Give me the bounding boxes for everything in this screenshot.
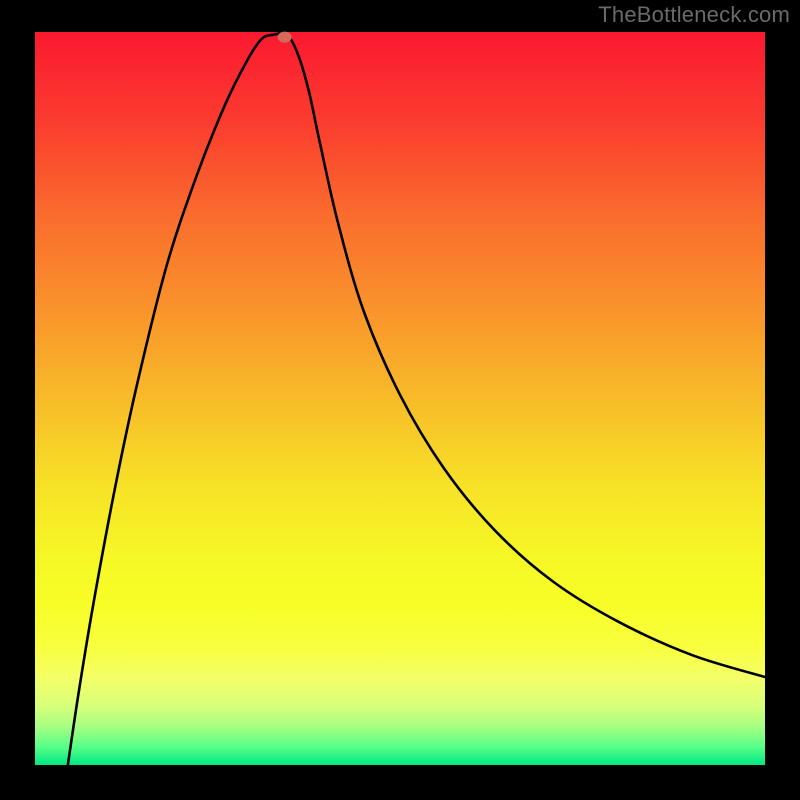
bottleneck-curve <box>68 33 765 765</box>
curve-layer <box>0 0 800 800</box>
minimum-marker <box>278 32 292 43</box>
